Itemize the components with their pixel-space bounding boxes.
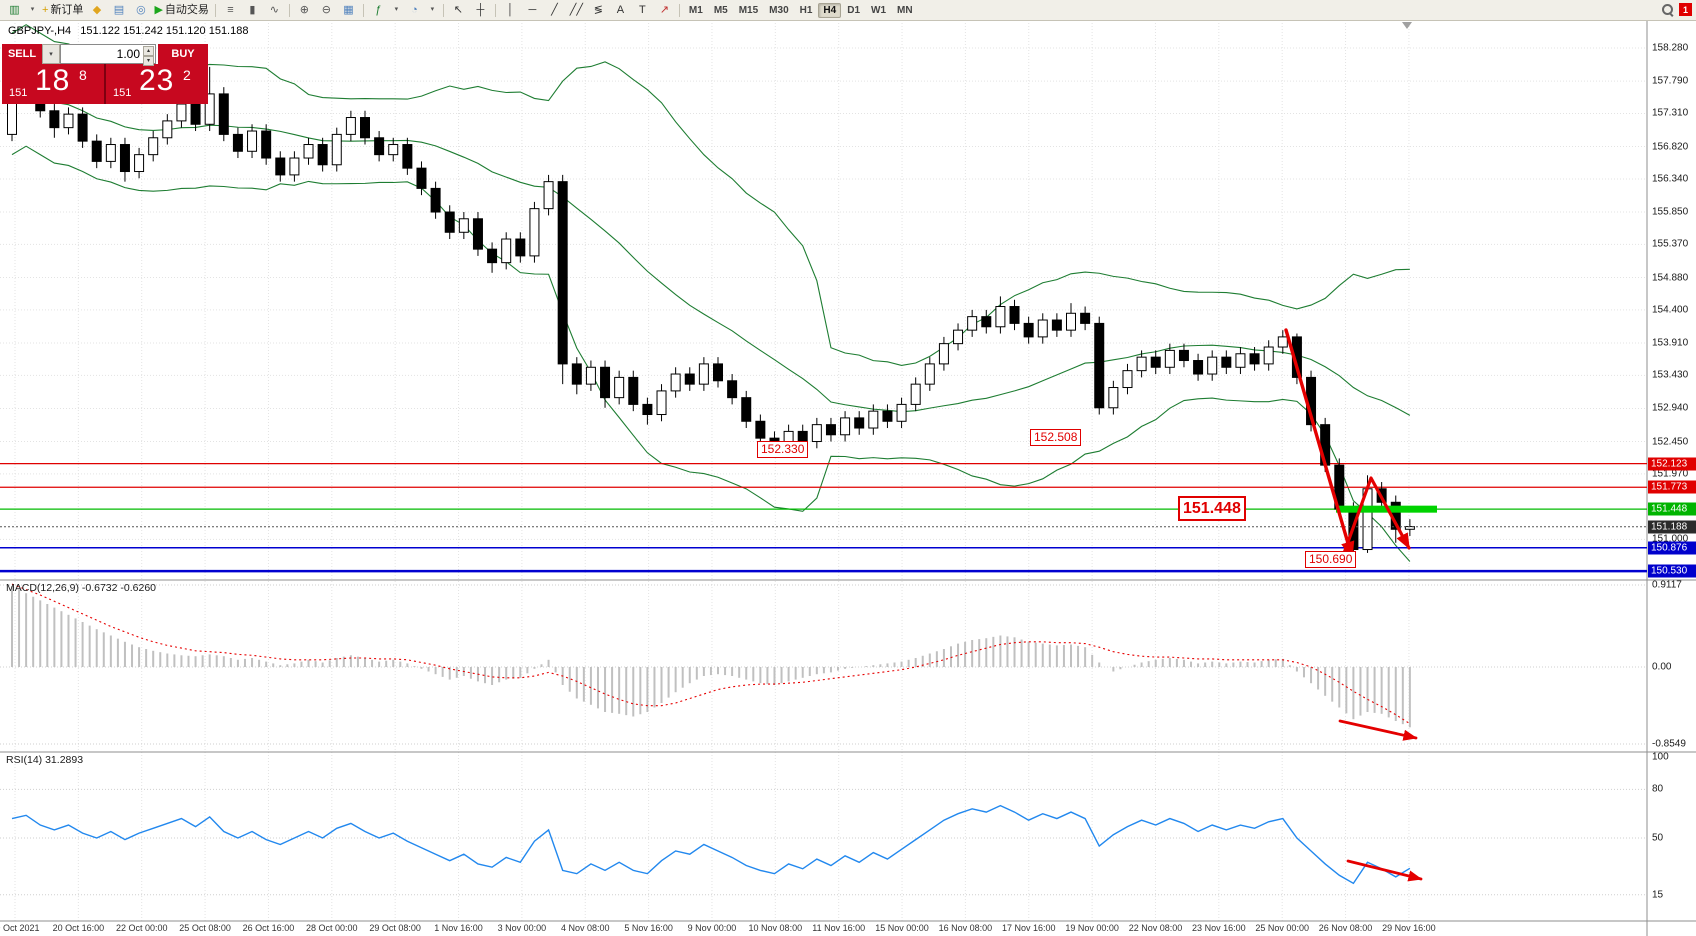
horizontal-line-icon[interactable]: ─ <box>528 4 537 16</box>
data-window-icon[interactable]: ◎ <box>136 4 146 16</box>
new-chart-icon[interactable]: ▥ <box>9 4 20 16</box>
sell-price-main: 18 <box>35 64 71 97</box>
sell-button[interactable]: SELL <box>2 44 42 64</box>
volume-value: 1.00 <box>116 47 140 61</box>
symbol-timeframe: GBPJPY-,H4 <box>8 25 72 37</box>
bar-chart-icon[interactable]: ≡ <box>227 4 234 16</box>
auto-trading-button[interactable]: ▶ 自动交易 <box>154 4 209 16</box>
main-toolbar: ▥ ▾ + 新订单 ◆ ▤ ◎ ▶ 自动交易 ≡ ▮ ∿ ⊕ ⊖ ▦ ƒ ▾ ◔ ▾ ↖ ┼ │ ─ ╱ ╱╱ ≶ A T ↗ M1 M5 M… <box>0 0 1696 21</box>
buy-price-main: 23 <box>139 64 175 97</box>
volume-increase-button[interactable]: ▴ <box>143 46 154 56</box>
zoom-out-icon[interactable]: ⊖ <box>321 4 332 16</box>
trade-options-dropdown[interactable]: ▾ <box>42 44 60 64</box>
new-chart-dropdown[interactable]: ▾ <box>30 6 35 13</box>
toolbar-items: ▥ ▾ + 新订单 ◆ ▤ ◎ ▶ 自动交易 ≡ ▮ ∿ ⊕ ⊖ ▦ ƒ ▾ ◔ ▾ ↖ ┼ │ ─ ╱ ╱╱ ≶ A T ↗ M1 M5 M… <box>4 2 918 18</box>
vertical-line-icon[interactable]: │ <box>506 4 514 16</box>
equidistant-channel-icon[interactable]: ╱╱ <box>569 4 584 16</box>
indicators-dropdown[interactable]: ▾ <box>394 6 399 13</box>
timeframe-w1[interactable]: W1 <box>871 4 887 16</box>
crosshair-icon[interactable]: ┼ <box>476 4 485 16</box>
buy-price-pip: 2 <box>183 67 191 83</box>
one-click-trading-panel: SELL ▾ 1.00 ▴ ▾ BUY 151 18 8 151 23 2 <box>2 44 208 104</box>
new-order-button-label[interactable]: 新订单 <box>50 4 84 16</box>
buy-price-display[interactable]: 151 23 2 <box>104 64 208 104</box>
ohlc-values: 151.122 151.242 151.120 151.188 <box>80 25 249 37</box>
timeframe-m15[interactable]: M15 <box>738 4 759 16</box>
timeframe-m5[interactable]: M5 <box>713 4 728 16</box>
periods-icon[interactable]: ◔ <box>411 4 418 16</box>
auto-trading-button-label[interactable]: 自动交易 <box>164 4 209 16</box>
text-label-icon[interactable]: T <box>639 4 646 16</box>
volume-input[interactable]: 1.00 ▴ ▾ <box>60 44 156 66</box>
cursor-icon[interactable]: ↖ <box>453 4 464 16</box>
tile-windows-icon[interactable]: ▦ <box>343 4 354 16</box>
search-icon[interactable] <box>1661 3 1674 16</box>
timeframe-mn[interactable]: MN <box>897 4 913 16</box>
sell-price-prefix: 151 <box>9 87 28 99</box>
toolbar-separator <box>678 3 680 17</box>
candlestick-chart-icon[interactable]: ▮ <box>249 4 256 16</box>
timeframe-m30[interactable]: M30 <box>769 4 789 16</box>
chart-symbol-header: GBPJPY-,H4 151.122 151.242 151.120 151.1… <box>8 25 254 37</box>
toolbar-right: 1 <box>1661 3 1692 16</box>
line-chart-icon[interactable]: ∿ <box>269 4 280 16</box>
arrow-tools-icon[interactable]: ↗ <box>659 4 670 16</box>
indicators-icon[interactable]: ƒ <box>375 4 382 16</box>
profiles-icon[interactable]: ◆ <box>92 4 102 16</box>
zoom-in-icon[interactable]: ⊕ <box>299 4 310 16</box>
periods-dropdown[interactable]: ▾ <box>430 6 435 13</box>
toolbar-separator <box>288 3 290 17</box>
toolbar-separator <box>494 3 496 17</box>
price-display-row: 151 18 8 151 23 2 <box>2 64 208 104</box>
toolbar-separator <box>442 3 444 17</box>
sell-price-display[interactable]: 151 18 8 <box>2 64 104 104</box>
sell-price-pip: 8 <box>79 67 87 83</box>
buy-button[interactable]: BUY <box>158 44 208 64</box>
market-watch-icon[interactable]: ▤ <box>113 4 125 16</box>
text-icon[interactable]: A <box>616 4 625 16</box>
buy-price-prefix: 151 <box>113 87 132 99</box>
volume-decrease-button[interactable]: ▾ <box>143 56 154 66</box>
volume-spinner: ▴ ▾ <box>143 46 154 66</box>
fibonacci-icon[interactable]: ≶ <box>593 4 604 16</box>
timeframe-h1[interactable]: H1 <box>799 4 813 16</box>
toolbar-separator <box>362 3 364 17</box>
toolbar-separator <box>214 3 216 17</box>
timeframe-d1[interactable]: D1 <box>847 4 861 16</box>
timeframe-m1[interactable]: M1 <box>688 4 703 16</box>
notification-badge[interactable]: 1 <box>1679 3 1692 16</box>
trade-controls-row: SELL ▾ 1.00 ▴ ▾ BUY <box>2 44 208 66</box>
new-order-button[interactable]: + 新订单 <box>42 4 84 16</box>
trendline-icon[interactable]: ╱ <box>551 4 558 16</box>
timeframe-h4[interactable]: H4 <box>818 2 842 18</box>
